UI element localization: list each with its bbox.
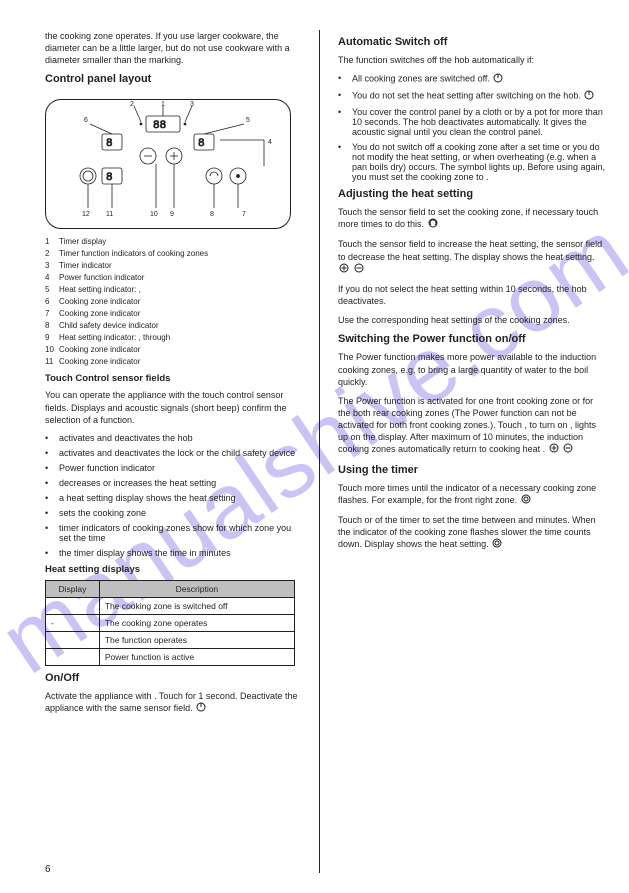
sensor-item: decreases or increases the heat setting (59, 478, 216, 488)
callout-text: Power function indicator (59, 273, 303, 283)
sensor-item: sets the cooking zone (59, 508, 146, 518)
adjust-heading: Adjusting the heat setting (338, 188, 605, 200)
callout-num: 6 (45, 297, 55, 307)
double-ring-icon (492, 538, 502, 551)
callout-num: 7 (45, 309, 55, 319)
callout-num: 1 (45, 237, 55, 247)
svg-text:9: 9 (170, 211, 174, 218)
autooff-heading: Automatic Switch off (338, 36, 605, 48)
plus-icon (549, 443, 559, 456)
callout-num: 2 (45, 249, 55, 259)
callout-text: Cooking zone indicator (59, 357, 303, 367)
callout-list: 1 Timer display 2 Timer function indicator… (45, 237, 303, 367)
minus-icon (563, 443, 573, 456)
page-footer: 6 (45, 864, 51, 875)
heat-heading: Heat setting displays (45, 564, 303, 575)
callout-text: Timer display (59, 237, 303, 247)
table-cell: The cooking zone operates (99, 614, 294, 631)
page: the cooking zone operates. If you use la… (0, 0, 629, 893)
page-number: 6 (45, 864, 51, 875)
sensor-item: timer indicators of cooking zones show f… (59, 523, 303, 543)
autooff-item: All cooking zones are switched off. (352, 74, 490, 84)
autooff-item: You cover the control panel by a cloth o… (352, 107, 605, 137)
svg-text:7: 7 (242, 211, 246, 218)
svg-text:8: 8 (106, 172, 113, 184)
svg-text:8: 8 (198, 138, 205, 150)
table-header: Description (99, 580, 294, 597)
callout-num: 5 (45, 285, 55, 295)
svg-text:2: 2 (130, 101, 134, 108)
autooff-item: You do not switch off a cooking zone aft… (352, 142, 605, 182)
callout-text: Cooking zone indicator (59, 309, 303, 319)
power-body: The Power function makes more power avai… (338, 351, 605, 387)
heat-table: Display Description The cooking zone is … (45, 580, 295, 666)
right-column: Automatic Switch off The function switch… (319, 30, 605, 873)
autooff-item: You do not set the heat setting after sw… (352, 91, 581, 101)
intro-text: the cooking zone operates. If you use la… (45, 30, 303, 66)
table-cell (46, 597, 100, 614)
sensor-heading: Touch Control sensor fields (45, 373, 303, 384)
svg-text:11: 11 (106, 211, 113, 218)
adjust-body: If you do not select the heat setting wi… (338, 283, 605, 307)
power-icon (196, 702, 206, 715)
onoff-body: Activate the appliance with . Touch for … (45, 690, 303, 715)
sensor-intro: You can operate the appliance with the t… (45, 389, 303, 425)
svg-text:5: 5 (246, 117, 250, 124)
callout-num: 8 (45, 321, 55, 331)
onoff-heading: On/Off (45, 672, 303, 684)
table-cell: Power function is active (99, 648, 294, 665)
callout-num: 3 (45, 261, 55, 271)
callout-num: 11 (45, 357, 55, 367)
left-column: the cooking zone operates. If you use la… (45, 30, 319, 873)
power-body: The Power function is activated for one … (338, 395, 605, 457)
table-cell (46, 648, 100, 665)
sensor-item: Power function indicator (59, 463, 155, 473)
table-cell: The function operates (99, 631, 294, 648)
svg-text:3: 3 (190, 101, 194, 108)
callout-text: Cooking zone indicator (59, 297, 303, 307)
callout-num: 9 (45, 333, 55, 343)
table-header: Display (46, 580, 100, 597)
timer-body: Touch or of the timer to set the time be… (338, 514, 605, 551)
zone-select-icon (428, 218, 438, 231)
double-ring-icon (521, 494, 531, 507)
svg-text:88: 88 (153, 120, 166, 132)
panel-heading: Control panel layout (45, 73, 303, 85)
minus-icon (354, 263, 364, 276)
svg-text:12: 12 (82, 211, 90, 218)
adjust-body: Touch the sensor field to set the cookin… (338, 206, 605, 231)
adjust-body: Touch the sensor field to increase the h… (338, 238, 605, 275)
callout-text: Child safety device indicator (59, 321, 303, 331)
table-cell (46, 631, 100, 648)
callout-text: Timer function indicators of cooking zon… (59, 249, 303, 259)
power-icon (584, 90, 594, 102)
svg-text:4: 4 (268, 139, 272, 146)
autooff-intro: The function switches off the hob automa… (338, 54, 605, 66)
power-heading: Switching the Power function on/off (338, 333, 605, 345)
power-icon (493, 73, 503, 85)
svg-text:8: 8 (210, 211, 214, 218)
timer-heading: Using the timer (338, 464, 605, 476)
control-panel-figure: 88 8 8 (45, 99, 291, 229)
callout-num: 4 (45, 273, 55, 283)
svg-text:8: 8 (106, 138, 113, 150)
sensor-item: activates and deactivates the lock or th… (59, 448, 295, 458)
callout-text: Timer indicator (59, 261, 303, 271)
svg-text:10: 10 (150, 211, 158, 218)
sensor-item: the timer display shows the time in minu… (59, 548, 231, 558)
table-cell: - (46, 614, 100, 631)
sensor-item: activates and deactivates the hob (59, 433, 193, 443)
plus-icon (339, 263, 349, 276)
callout-num: 10 (45, 345, 55, 355)
callout-text: Cooking zone indicator (59, 345, 303, 355)
svg-text:6: 6 (84, 117, 88, 124)
callout-text: Heat setting indicator: , (59, 285, 303, 295)
table-cell: The cooking zone is switched off (99, 597, 294, 614)
adjust-body: Use the corresponding heat settings of t… (338, 314, 605, 326)
sensor-item: a heat setting display shows the heat se… (59, 493, 236, 503)
svg-text:1: 1 (161, 101, 165, 108)
callout-text: Heat setting indicator: , through (59, 333, 303, 343)
timer-body: Touch more times until the indicator of … (338, 482, 605, 507)
